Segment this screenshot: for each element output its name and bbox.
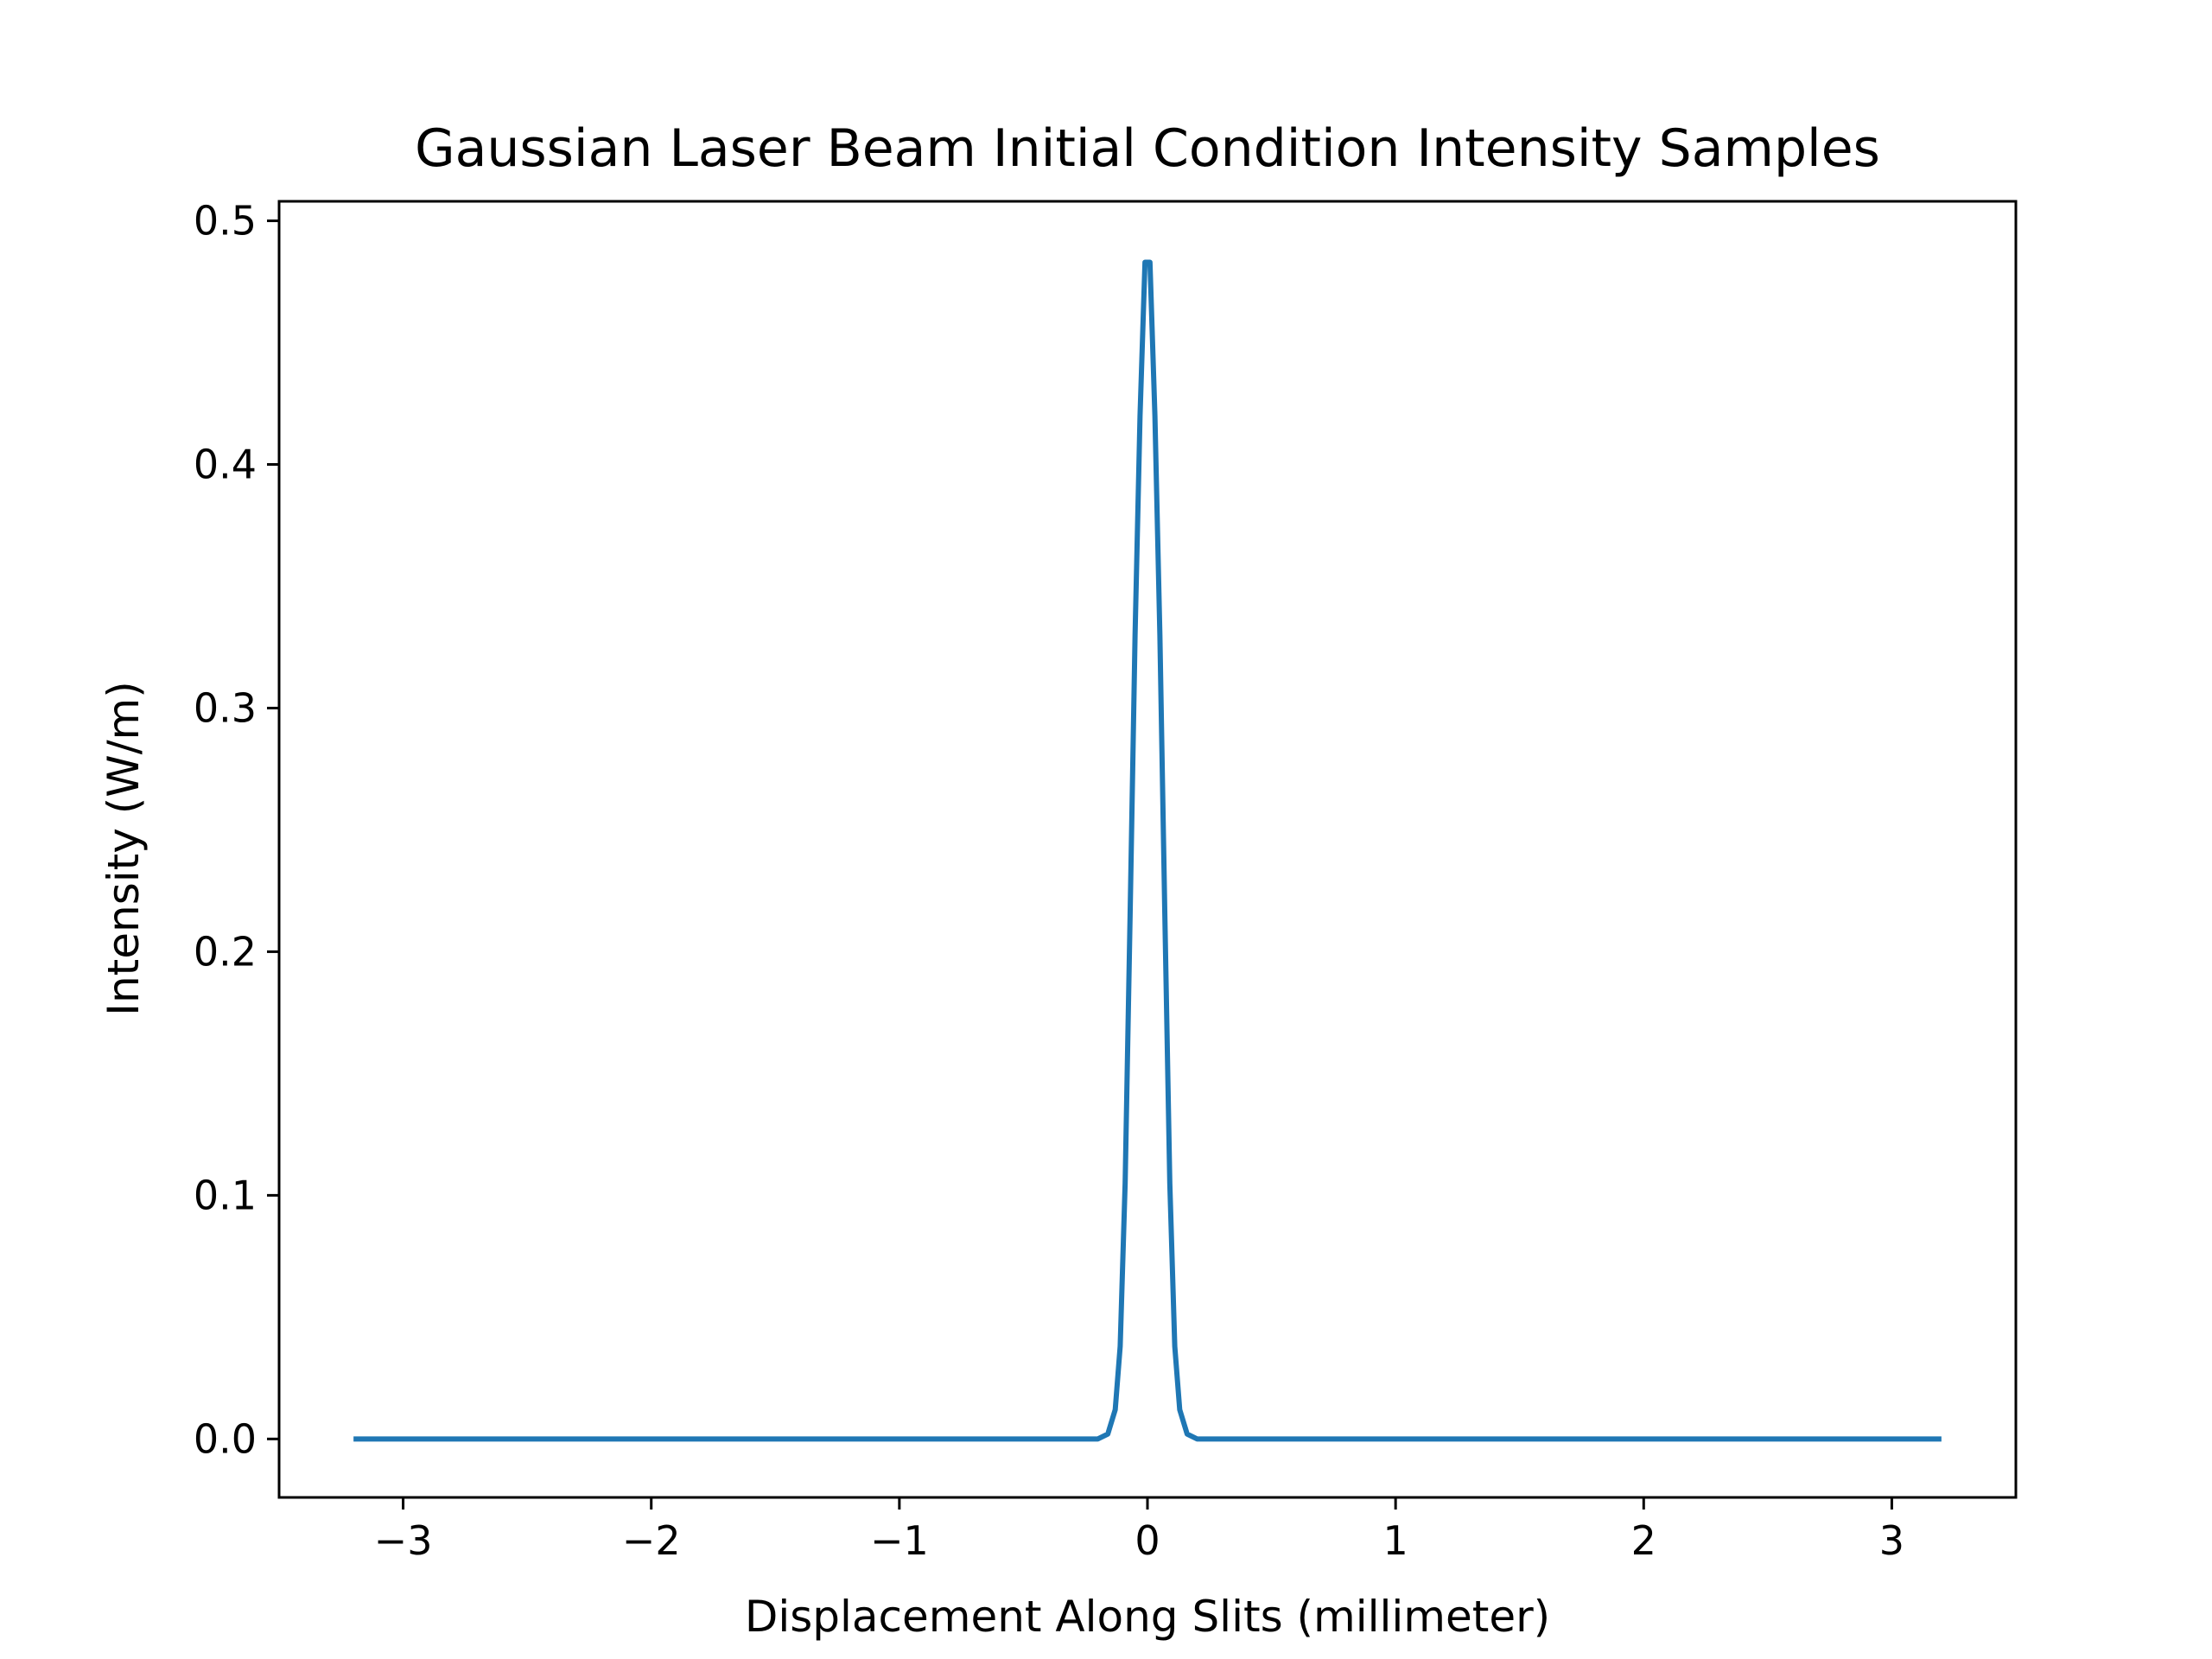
x-tick-label: 2 [1631, 1517, 1656, 1564]
y-axis-label: Intensity (W/m) [99, 681, 149, 1016]
x-tick-label: −1 [870, 1517, 929, 1564]
chart-title: Gaussian Laser Beam Initial Condition In… [415, 118, 1880, 179]
x-tick-label: 3 [1879, 1517, 1904, 1564]
x-axis-ticks: −3 −2 −1 0 1 2 3 [374, 1497, 1904, 1564]
x-tick-label: 0 [1135, 1517, 1160, 1564]
y-axis-ticks: 0.0 0.1 0.2 0.3 0.4 0.5 [194, 198, 279, 1462]
y-tick-label: 0.2 [194, 928, 257, 975]
y-tick-label: 0.1 [194, 1172, 257, 1218]
y-tick-label: 0.4 [194, 442, 257, 488]
y-tick-label: 0.0 [194, 1415, 257, 1462]
series-line-intensity [353, 259, 1942, 1442]
y-tick-label: 0.5 [194, 198, 257, 245]
x-tick-label: −2 [622, 1517, 681, 1564]
y-tick-label: 0.3 [194, 684, 257, 731]
x-tick-label: 1 [1383, 1517, 1408, 1564]
x-tick-label: −3 [374, 1517, 433, 1564]
x-axis-label: Displacement Along Slits (millimeter) [745, 1592, 1550, 1642]
